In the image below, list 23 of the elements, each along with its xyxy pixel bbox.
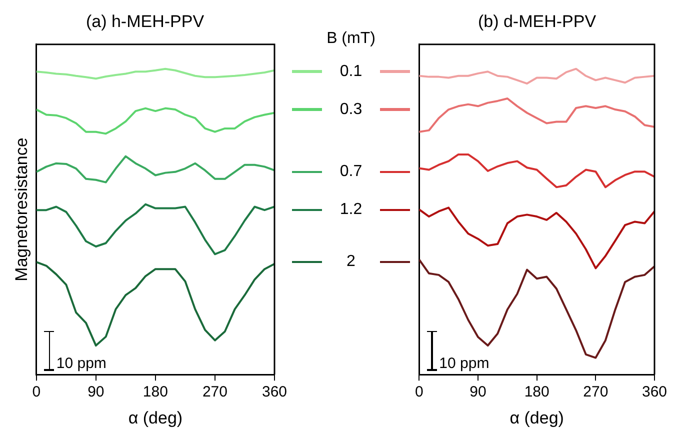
y-axis-title: Magnetoresistance (12, 138, 31, 282)
x-tick-label: 360 (642, 384, 667, 401)
annotation: 10 ppm (439, 354, 490, 372)
chart-title: (b) d-MEH-PPV (478, 12, 597, 31)
x-tick-label: 90 (88, 384, 104, 401)
legend-label: 1.2 (340, 201, 362, 220)
legend-label: 0.7 (340, 162, 362, 181)
x-tick-label: 0 (32, 384, 41, 401)
legend-label: 0.3 (340, 100, 362, 119)
x-tick-label: 0 (415, 384, 424, 401)
x-axis-title: α (deg) (128, 408, 183, 428)
annotation: 10 ppm (56, 354, 106, 372)
legend-title: B (mT) (326, 30, 376, 48)
x-tick-label: 270 (202, 384, 228, 401)
x-tick-label: 90 (470, 384, 486, 401)
x-tick-label: 180 (142, 384, 168, 401)
chart-title: (a) h-MEH-PPV (86, 12, 205, 31)
x-tick-label: 270 (583, 384, 608, 401)
x-tick-label: 180 (524, 384, 550, 401)
x-tick-label: 360 (262, 384, 287, 401)
x-axis-title: α (deg) (510, 408, 564, 428)
legend-label: 0.1 (340, 62, 362, 81)
legend-label: 2 (346, 253, 356, 272)
